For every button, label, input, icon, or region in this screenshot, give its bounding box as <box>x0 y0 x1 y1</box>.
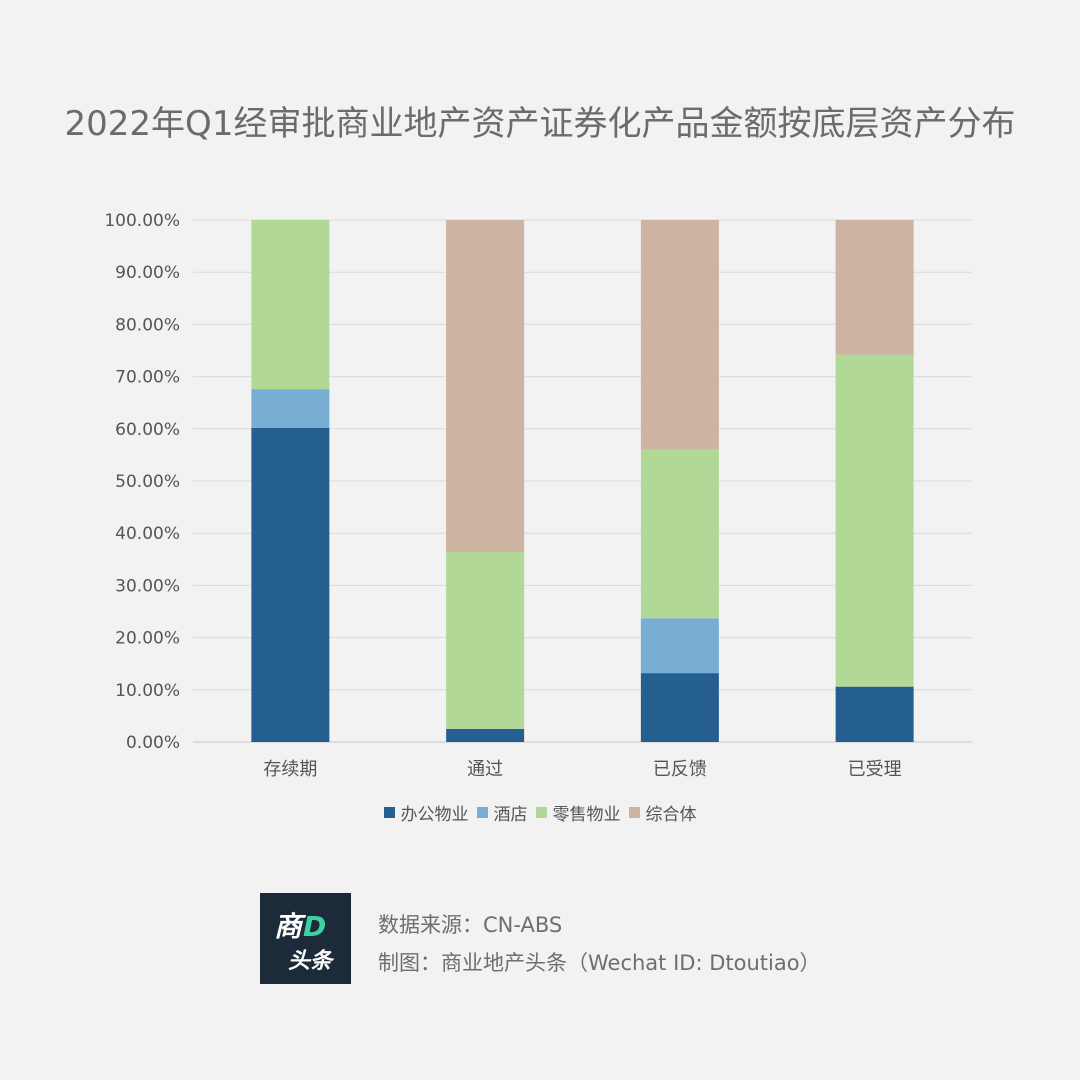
bar-segment <box>835 354 914 687</box>
x-tick-label: 存续期 <box>263 759 317 780</box>
logo-top-line: 商D <box>274 905 327 945</box>
legend-item-retail: 零售物业 <box>535 800 621 825</box>
stacked-bar-chart: 0.00% 10.00% 20.00% 30.00% 40.00% 50.00% 60.00… <box>104 211 972 780</box>
y-tick-label: 20.00% <box>115 629 180 649</box>
y-tick-label: 40.00% <box>115 524 180 544</box>
legend-item-hotel: 酒店 <box>476 800 528 825</box>
credit-text: 制图：商业地产头条（Wechat ID: Dtoutiao） <box>378 951 821 975</box>
legend-item-complex: 综合体 <box>628 800 697 825</box>
y-tick-label: 100.00% <box>104 211 180 231</box>
bar-segment <box>251 389 330 428</box>
source-block: 数据来源：CN-ABS 制图：商业地产头条（Wechat ID: Dtoutia… <box>378 906 821 982</box>
legend-label-retail: 零售物业 <box>552 805 621 825</box>
y-tick-label: 30.00% <box>115 576 180 596</box>
legend-swatch-hotel <box>476 807 488 818</box>
bar-segment <box>640 673 719 742</box>
logo-bottom-text: 头条 <box>288 949 333 974</box>
bar-segment <box>251 427 330 742</box>
y-tick-label: 50.00% <box>115 472 180 492</box>
bar-segment <box>251 220 330 390</box>
bar-segment <box>640 618 719 674</box>
bar-segment <box>446 551 525 729</box>
y-tick-label: 0.00% <box>126 733 180 753</box>
bar-segment <box>640 220 719 450</box>
y-tick-label: 10.00% <box>115 681 180 701</box>
brand-logo: 商D 头条 <box>260 893 351 984</box>
x-tick-label: 已反馈 <box>653 759 707 780</box>
data-source-text: 数据来源：CN-ABS <box>378 913 563 937</box>
legend-swatch-office <box>383 807 395 818</box>
legend-label-office: 办公物业 <box>400 805 469 825</box>
legend-item-office: 办公物业 <box>383 800 469 825</box>
x-tick-label: 通过 <box>467 759 503 780</box>
bar-segment <box>446 220 525 552</box>
logo-top-text: 商 <box>274 910 304 943</box>
legend-label-hotel: 酒店 <box>493 805 528 825</box>
bar-segment <box>835 220 914 355</box>
y-tick-label: 90.00% <box>115 263 180 283</box>
bar-segment <box>835 686 914 742</box>
logo-accent-text: D <box>303 910 328 943</box>
x-tick-label: 已受理 <box>848 759 902 780</box>
bar-segment <box>446 728 525 742</box>
y-tick-label: 70.00% <box>115 368 180 388</box>
legend-swatch-complex <box>628 807 640 818</box>
y-tick-label: 80.00% <box>115 315 180 335</box>
bar-segment <box>640 449 719 619</box>
legend-label-complex: 综合体 <box>645 805 697 825</box>
legend-swatch-retail <box>535 807 547 818</box>
legend: 办公物业 酒店 零售物业 综合体 <box>0 800 1080 825</box>
chart-title: 2022年Q1经审批商业地产资产证券化产品金额按底层资产分布 <box>64 104 1016 144</box>
y-tick-label: 60.00% <box>115 420 180 440</box>
